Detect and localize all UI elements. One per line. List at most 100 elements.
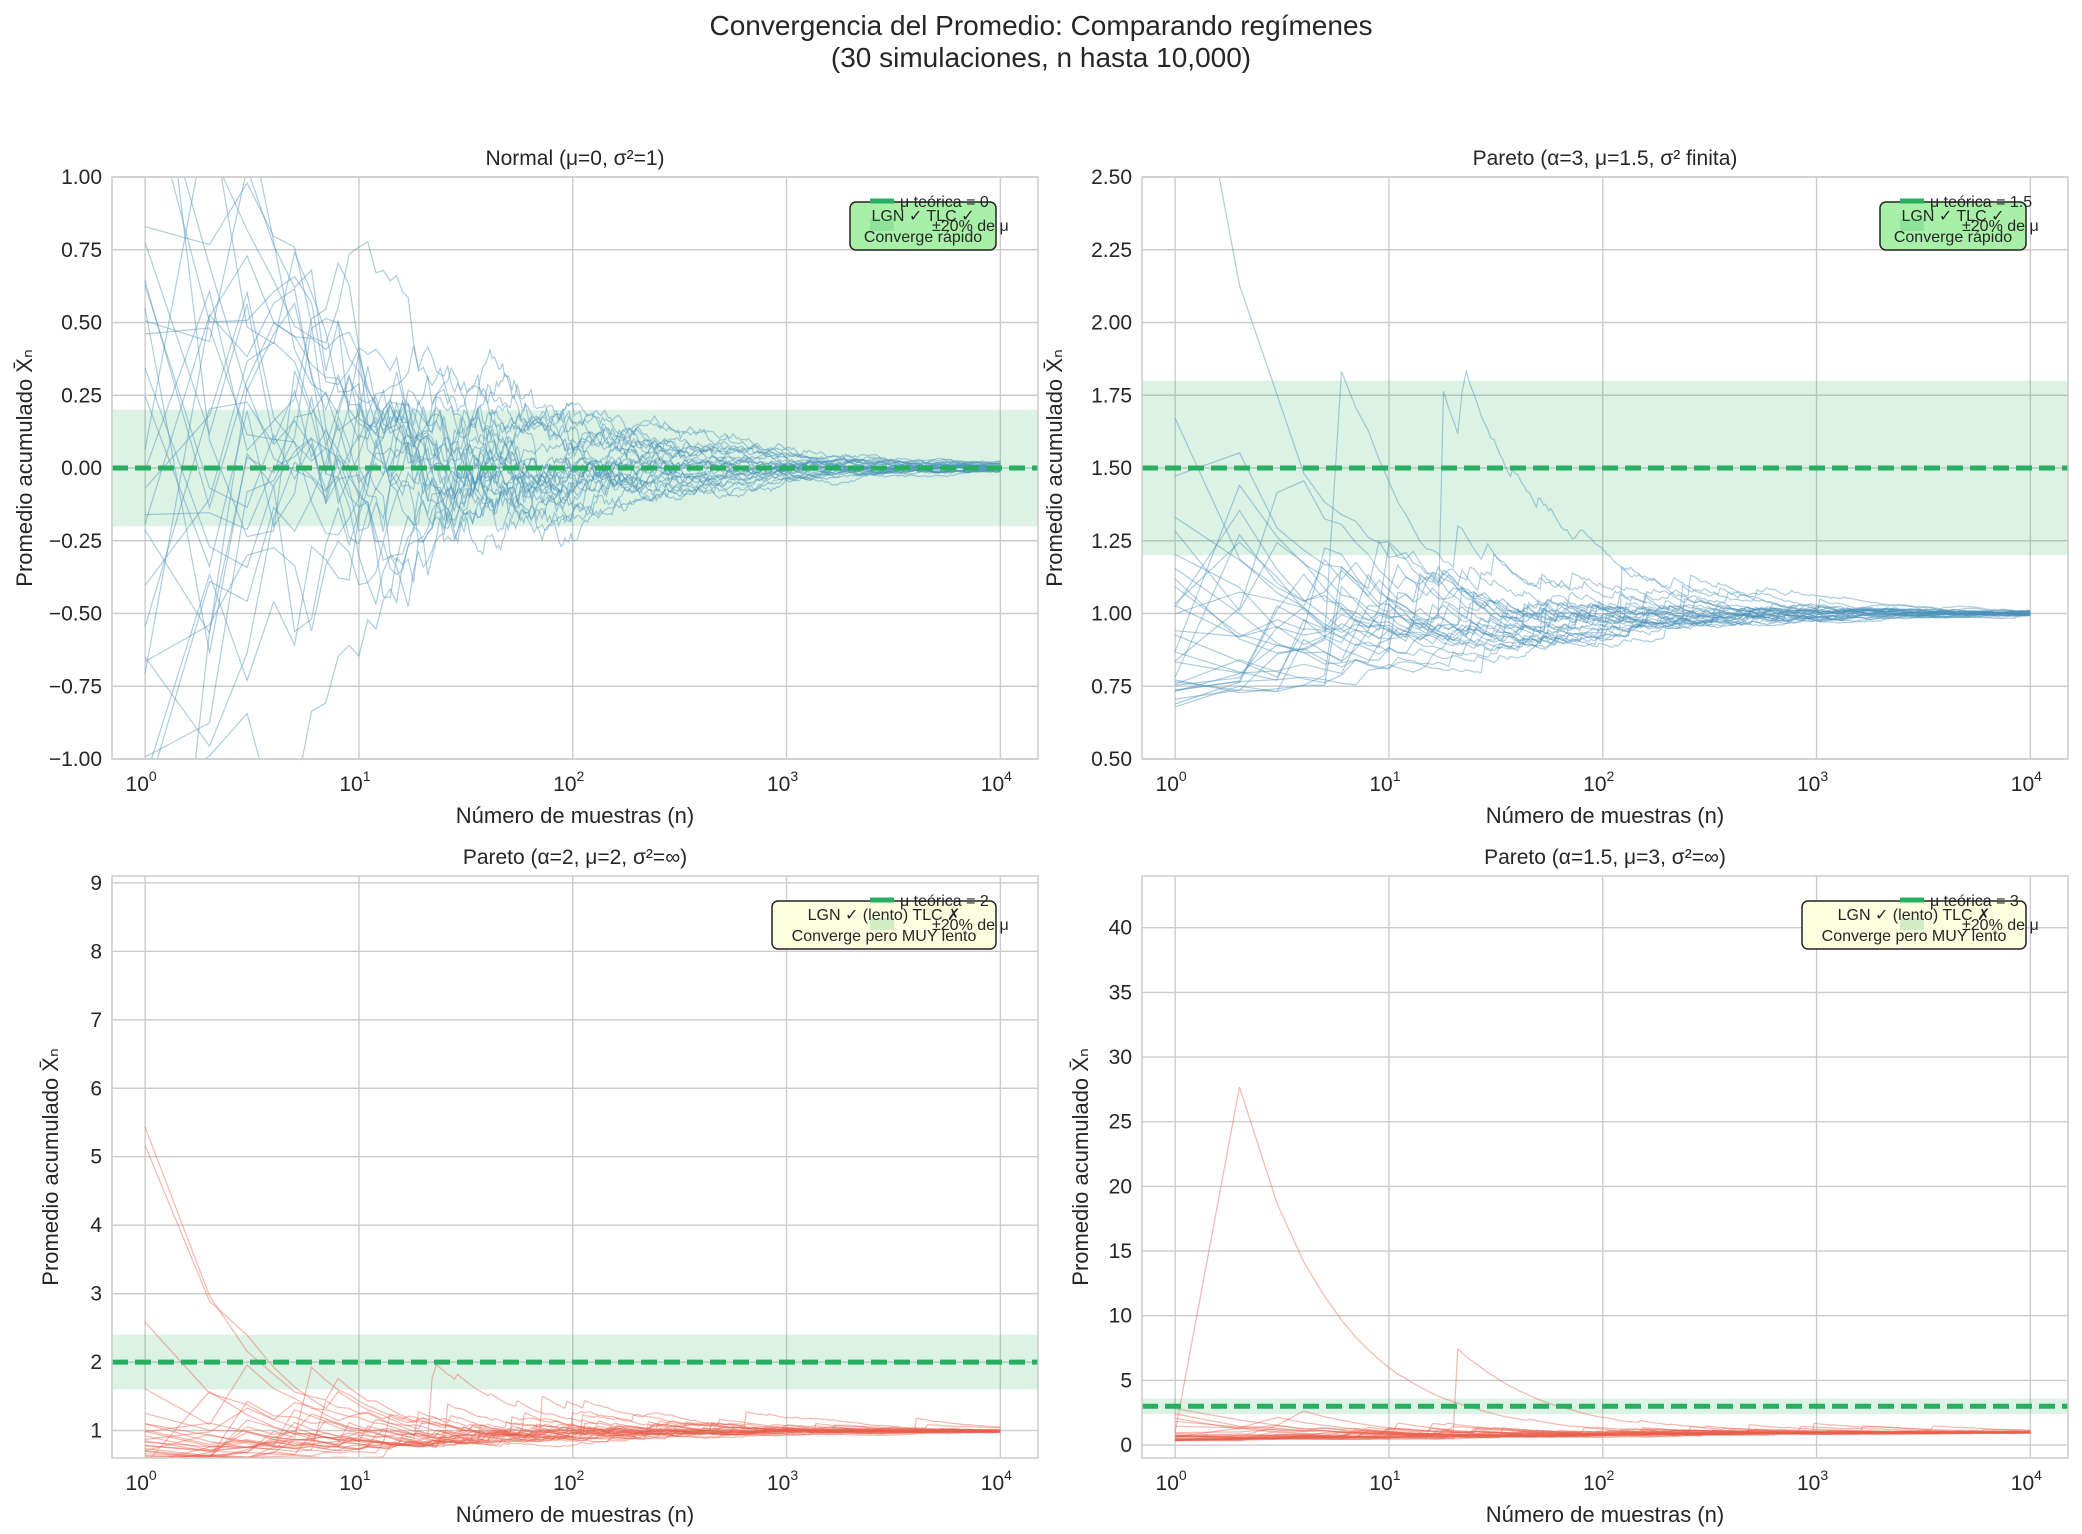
x-tick-label: 102 [553,768,584,796]
x-axis-label: Número de muestras (n) [1486,1502,1724,1527]
simulation-line [194,366,1001,759]
simulation-line [1175,563,2031,686]
simulation-line [145,1407,1001,1448]
simulation-line [1174,1407,2031,1437]
legend-band-swatch [1900,219,1924,231]
y-tick-label: 0.50 [61,312,102,335]
simulation-line [176,1412,1001,1458]
simulation-line [1174,1413,2031,1435]
y-tick-label: 20 [1109,1175,1132,1198]
simulation-line [1175,1425,2031,1438]
simulation-line [1174,533,2031,678]
simulation-line [1174,370,2031,620]
simulation-line [145,1422,1001,1450]
y-tick-label: 0.00 [61,457,102,480]
simulation-line [1175,1431,2031,1439]
simulation-line [149,1390,1001,1458]
simulation-line [144,280,1001,510]
simulation-line [1174,480,2031,662]
simulation-line [1174,585,2031,694]
y-tick-label: −0.50 [49,603,102,626]
simulation-line [1175,1430,2031,1440]
simulation-line [145,431,1001,563]
simulation-line [1175,539,2031,700]
simulation-line [1175,1430,2031,1440]
simulation-line [1174,591,2031,639]
chart-panel-4: 0 5 10 15 20 25 30 35 40 100 101 102 103 104 Pareto (α… [1068,846,2069,1527]
y-tick-label: 1.25 [1091,530,1132,553]
simulation-line [1175,1420,2031,1437]
annotation-line2: Converge pero MUY lento [1822,928,2007,945]
y-tick-label: 9 [90,872,102,895]
x-tick-label: 103 [767,1467,798,1495]
simulation-line [1175,599,2031,692]
panel-title: Pareto (α=2, μ=2, σ²=∞) [463,846,687,869]
x-tick-label: 101 [1369,1467,1400,1495]
simulation-lines [1174,1086,2031,1442]
simulation-line [1174,614,2031,675]
simulation-line [1175,1422,2031,1440]
axes-frame [111,875,1039,1459]
y-tick-label: 15 [1109,1240,1132,1263]
legend-mu-label: μ teórica = 1.5 [1930,194,2032,211]
simulation-line [1174,597,2031,708]
x-tick-label: 104 [2011,768,2042,796]
legend-mu-label: μ teórica = 3 [1930,893,2019,910]
simulation-line [1175,1422,2031,1438]
simulation-line [1174,541,2031,645]
y-tick-label: 10 [1109,1305,1132,1328]
axes-frame [1141,875,2069,1459]
panel-title: Normal (μ=0, σ²=1) [485,147,664,170]
x-tick-label: 102 [553,1467,584,1495]
y-tick-label: 25 [1109,1111,1132,1134]
y-tick-label: 6 [90,1077,102,1100]
simulation-line [145,1413,1001,1458]
simulation-line [144,1424,1001,1447]
simulation-line [144,254,1001,674]
y-tick-label: 2 [90,1351,102,1374]
simulation-line [144,1364,1001,1438]
simulation-line [1174,516,2031,630]
simulation-line [1174,530,2031,652]
y-tick-label: 0.25 [61,384,102,407]
y-tick-label: 0 [1120,1434,1132,1457]
legend-band-label: ±20% de μ [932,917,1009,934]
simulation-line [222,177,1001,488]
y-tick-label: −0.75 [49,675,102,698]
x-tick-label: 103 [767,768,798,796]
y-tick-label: 1.50 [1091,457,1132,480]
simulation-line [145,1428,1001,1452]
annotation-box [849,201,997,251]
y-tick-label: 2.00 [1091,312,1132,335]
simulation-line [1175,1428,2031,1441]
y-tick-label: 1.75 [1091,384,1132,407]
simulation-line [1175,1430,2031,1440]
simulation-line [145,327,1001,547]
y-tick-label: 7 [90,1009,102,1032]
y-tick-label: 0.75 [61,239,102,262]
simulation-line [1174,578,2031,661]
x-tick-label: 103 [1797,768,1828,796]
simulation-line [183,177,1001,492]
axes-frame [111,176,1039,760]
x-axis-label: Número de muestras (n) [1486,803,1724,828]
panel-title: Pareto (α=3, μ=1.5, σ² finita) [1473,147,1738,170]
annotation-line1: LGN ✓ (lento) TLC ✗ [1838,907,1991,924]
y-axis-label: Promedio acumulado X̄ₙ [38,1048,63,1285]
simulation-line [1175,1425,2031,1438]
x-tick-label: 101 [339,768,370,796]
y-tick-label: 3 [90,1283,102,1306]
annotation-line1: LGN ✓ TLC ✓ [872,208,975,225]
legend-band-label: ±20% de μ [1962,218,2039,235]
y-axis-label: Promedio acumulado X̄ₙ [12,349,37,586]
y-tick-label: 30 [1109,1046,1132,1069]
y-tick-label: 2.25 [1091,239,1132,262]
x-tick-label: 100 [1156,768,1187,796]
simulation-line [1174,606,2031,692]
annotation-line2: Converge rápido [864,229,982,246]
simulation-line [1175,1416,2031,1436]
x-tick-label: 104 [981,1467,1012,1495]
y-tick-label: −0.25 [49,530,102,553]
simulation-line [259,177,1001,504]
